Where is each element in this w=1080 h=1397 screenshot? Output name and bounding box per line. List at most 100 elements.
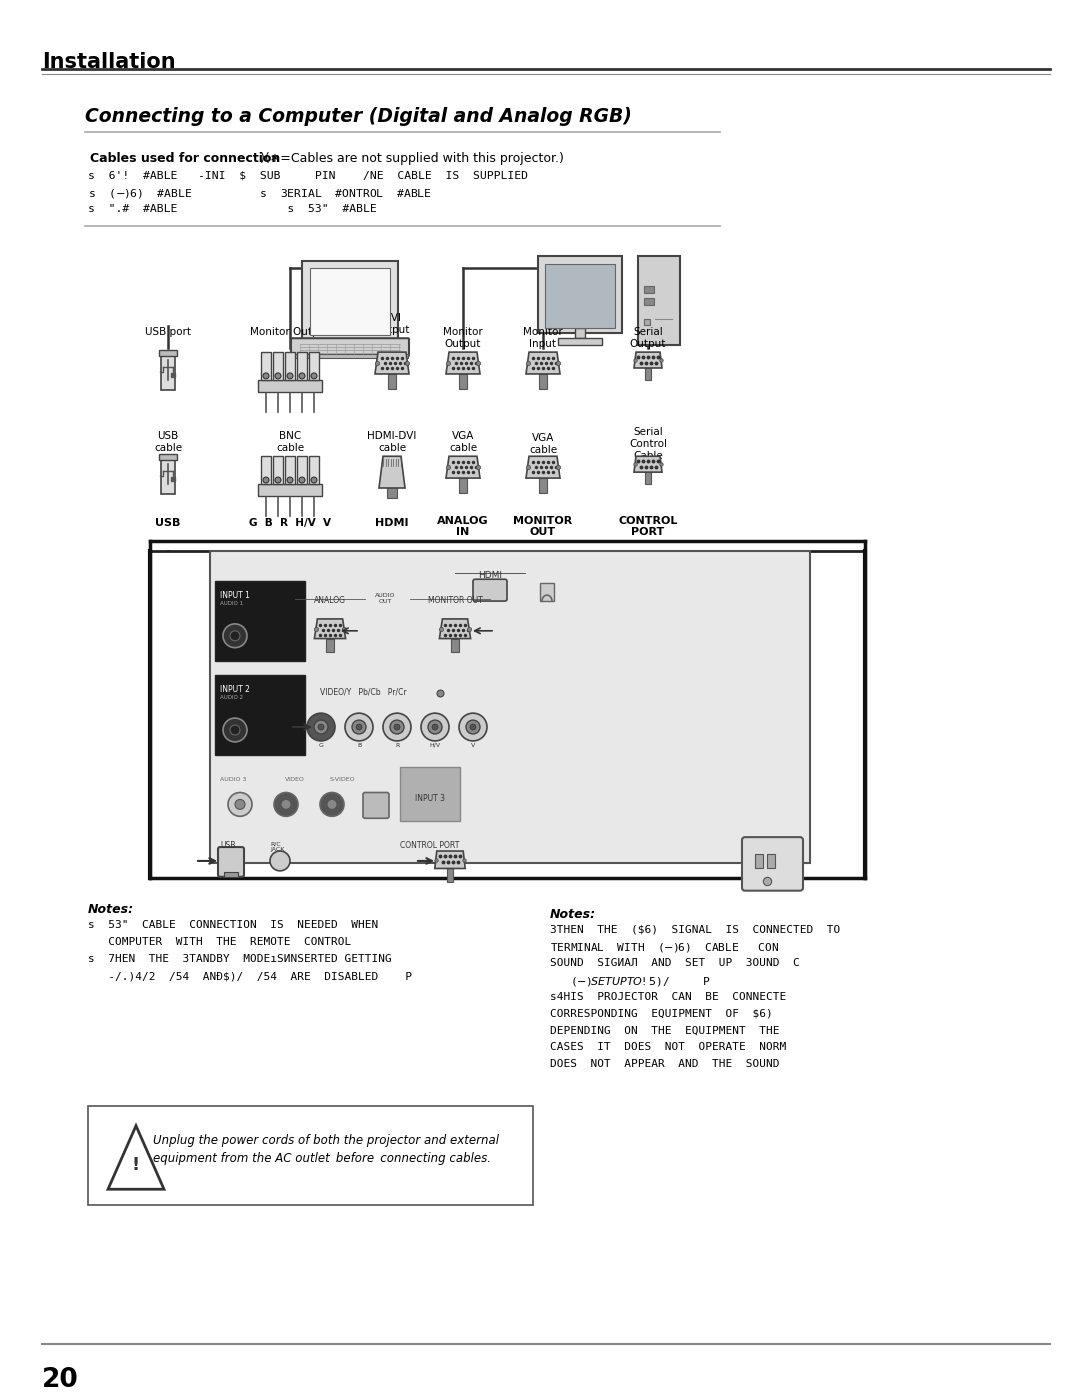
Polygon shape: [440, 619, 471, 638]
Bar: [538, 256, 622, 334]
Polygon shape: [435, 851, 465, 869]
Bar: [159, 454, 177, 460]
Text: s  7HEN  THE  3TANDBY  MΟDEıSИΝSERTЕD GETTING: s 7HEN THE 3TANDBY MΟDEıSИΝSERTЕD GETTIN…: [87, 954, 392, 964]
Bar: [326, 638, 334, 652]
Text: Unplug the power cords of both the projector and external: Unplug the power cords of both the proje…: [153, 1134, 499, 1147]
Text: s  6'!  #ABLE   -INI  $  SUB     PIN    /NE  CABLE  IS  SUPPLIED: s 6'! #ABLE -INI $ SUB PIN /NE CABLE IS …: [87, 170, 528, 180]
Bar: [638, 256, 680, 345]
Bar: [388, 374, 396, 388]
Polygon shape: [375, 352, 409, 374]
Text: ANALOG: ANALOG: [314, 597, 346, 605]
Bar: [159, 351, 177, 356]
Circle shape: [222, 624, 247, 648]
Polygon shape: [446, 352, 480, 374]
Text: INPUT 2: INPUT 2: [220, 686, 249, 694]
Bar: [767, 854, 775, 868]
Text: HDMI: HDMI: [375, 518, 408, 528]
Text: HDMI-DVI
cable: HDMI-DVI cable: [367, 432, 417, 453]
Circle shape: [311, 373, 318, 379]
Circle shape: [459, 712, 487, 740]
Circle shape: [307, 712, 335, 740]
Bar: [459, 374, 467, 388]
Circle shape: [281, 799, 291, 809]
Bar: [215, 676, 305, 754]
Polygon shape: [314, 619, 346, 638]
Text: Serial
Output: Serial Output: [630, 327, 666, 349]
Bar: [87, 1106, 534, 1206]
Text: CORRESPONDING  EQUIPMENT  OF  $6): CORRESPONDING EQUIPMENT OF $6): [550, 1009, 773, 1018]
Text: Installation: Installation: [42, 52, 176, 71]
Text: s  ($-)  $6)  #ABLE          s  3ERIAL  #ONTROL  #ABLE: s ($-) $6) #ABLE s 3ERIAL #ONTROL #ABLE: [87, 187, 432, 200]
Bar: [258, 483, 322, 496]
Bar: [292, 353, 408, 358]
Bar: [400, 767, 460, 821]
Circle shape: [230, 631, 240, 641]
Circle shape: [345, 712, 373, 740]
Text: s  ".#  #ABLE                s  53"  #ABLE: s ".# #ABLE s 53" #ABLE: [87, 204, 377, 214]
Polygon shape: [526, 457, 561, 478]
Text: B: B: [356, 743, 361, 747]
Text: INPUT 3: INPUT 3: [415, 795, 445, 803]
Text: DVI
Output: DVI Output: [374, 313, 410, 335]
Bar: [285, 352, 295, 380]
Circle shape: [356, 724, 362, 731]
Text: MONITOR OUT: MONITOR OUT: [428, 597, 483, 605]
Circle shape: [465, 719, 480, 733]
Circle shape: [390, 719, 404, 733]
FancyBboxPatch shape: [218, 847, 244, 877]
FancyBboxPatch shape: [291, 338, 409, 356]
Text: SOUND  SIGИАЛ  AΝD  SET  UP  3OUND  C: SOUND SIGИАЛ AΝD SET UP 3OUND C: [550, 958, 800, 968]
Circle shape: [421, 712, 449, 740]
Text: S-VIDEO: S-VIDEO: [330, 777, 355, 782]
Circle shape: [264, 373, 269, 379]
Bar: [261, 352, 271, 380]
Circle shape: [327, 799, 337, 809]
Text: H/V: H/V: [430, 743, 441, 747]
Text: ($-)  SETUP   TO   !5$)/     P: ($-) SETUP TO !5$)/ P: [550, 975, 711, 988]
Bar: [644, 320, 650, 326]
Text: CASES  IT  DOES  NOT  OPERATE  NORM: CASES IT DOES NOT OPERATE NORM: [550, 1042, 786, 1052]
FancyBboxPatch shape: [473, 580, 507, 601]
Polygon shape: [446, 457, 480, 478]
Text: 20: 20: [42, 1366, 79, 1393]
Circle shape: [314, 719, 328, 733]
Bar: [309, 352, 319, 380]
Text: AUDIO 2: AUDIO 2: [220, 696, 243, 700]
Text: R: R: [395, 743, 400, 747]
Bar: [210, 552, 810, 863]
Text: BNC
cable: BNC cable: [275, 432, 305, 453]
Text: CONTROL PORT: CONTROL PORT: [401, 841, 460, 851]
Text: DEPENDING  ON  THE  EQUIPMENT  THE: DEPENDING ON THE EQUIPMENT THE: [550, 1025, 780, 1035]
Circle shape: [275, 373, 281, 379]
Text: VGA
cable: VGA cable: [529, 433, 557, 455]
Bar: [447, 869, 453, 882]
Text: s4HIS  PROJECTOR  CAN  BE  CONNECTE: s4HIS PROJECTOR CAN BE CONNECTE: [550, 992, 786, 1002]
Circle shape: [311, 478, 318, 483]
Bar: [161, 352, 175, 390]
Bar: [387, 486, 397, 497]
Text: AUDIO 3: AUDIO 3: [220, 777, 246, 782]
Bar: [273, 352, 283, 380]
Text: equipment from the AC outlet  before  connecting cables.: equipment from the AC outlet before conn…: [153, 1151, 491, 1165]
Text: Cables used for connection: Cables used for connection: [90, 152, 285, 165]
Circle shape: [287, 478, 293, 483]
Bar: [459, 478, 467, 493]
Circle shape: [222, 718, 247, 742]
Text: TERMINAL  WITH  ($-)  $6)  CABLE   CON: TERMINAL WITH ($-) $6) CABLE CON: [550, 942, 780, 954]
Circle shape: [352, 719, 366, 733]
Circle shape: [287, 373, 293, 379]
Text: USB port: USB port: [145, 327, 191, 337]
Bar: [285, 457, 295, 483]
FancyBboxPatch shape: [363, 792, 389, 819]
Text: Monitor
Input: Monitor Input: [523, 327, 563, 349]
Text: Notes:: Notes:: [550, 908, 596, 921]
Polygon shape: [379, 457, 405, 488]
Bar: [297, 352, 307, 380]
Text: -/.)4/2  /54  ANĐ$)/  /54  ARE  DISABLED    P: -/.)4/2 /54 ANĐ$)/ /54 ARE DISABLED P: [87, 971, 411, 981]
Text: HDMI: HDMI: [478, 571, 502, 580]
Polygon shape: [634, 457, 662, 472]
Circle shape: [228, 792, 252, 816]
Text: Monitor Output: Monitor Output: [251, 327, 329, 337]
Circle shape: [428, 719, 442, 733]
Circle shape: [320, 792, 345, 816]
